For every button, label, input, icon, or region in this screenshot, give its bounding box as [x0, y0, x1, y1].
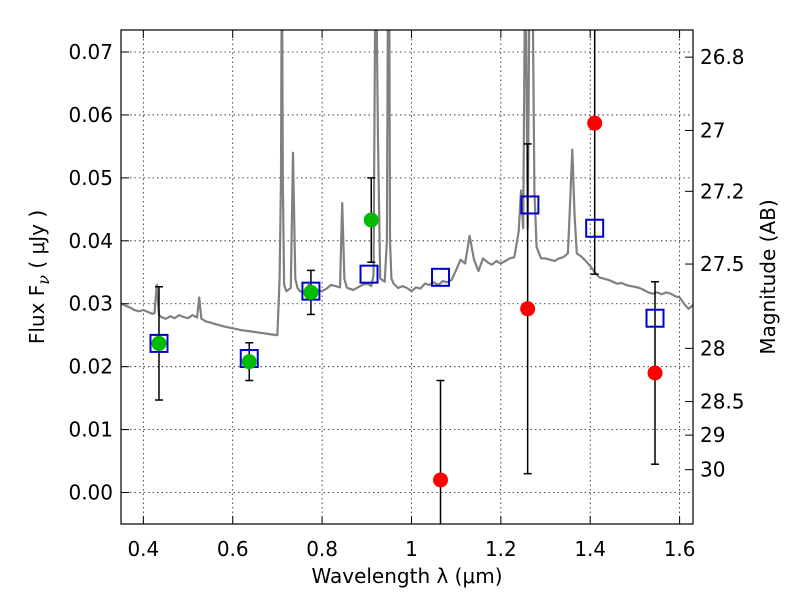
- y-axis-label-sub: ν: [34, 275, 53, 285]
- y-tick-label: 0.02: [68, 355, 113, 379]
- green-circle-marker: [241, 354, 257, 370]
- y-axis-label: Flux Fν ( μJy ): [25, 210, 53, 344]
- error-bars: [154, 30, 660, 524]
- green-circle-marker: [303, 284, 319, 300]
- x-tick-label: 1: [405, 537, 418, 561]
- blue-square-marker: [431, 267, 451, 287]
- blue-square-marker: [645, 308, 665, 328]
- green-circle-marker: [151, 335, 167, 351]
- right-tick-label: 29: [700, 423, 725, 447]
- spectrum-layer: [121, 30, 693, 337]
- blue-square-marker: [149, 333, 169, 353]
- red-circle-marker: [587, 115, 603, 131]
- green-circle-marker: [363, 212, 379, 228]
- x-tick-label: 0.8: [306, 537, 338, 561]
- right-tick-label: 28: [700, 336, 725, 360]
- x-tick-label: 1.4: [574, 537, 606, 561]
- y-axis-label-unit: ( μJy ): [25, 210, 49, 275]
- right-tick-label: 27: [700, 118, 725, 142]
- plot-frame: [120, 29, 694, 525]
- y-tick-label: 0.01: [68, 418, 113, 442]
- x-axis-label: Wavelength λ (μm): [311, 564, 502, 588]
- model-spectrum-line: [121, 30, 693, 337]
- y-tick-label: 0.00: [68, 481, 113, 505]
- y-tick-label: 0.06: [68, 103, 113, 127]
- x-tick-label: 1.6: [664, 537, 696, 561]
- x-tick-label: 1.2: [485, 537, 517, 561]
- data-markers: [149, 115, 665, 488]
- red-circle-marker: [647, 365, 663, 381]
- red-circle-marker: [433, 472, 449, 488]
- y-axis-label-main: Flux F: [25, 285, 49, 344]
- y-tick-label: 0.07: [68, 40, 113, 64]
- y-tick-label: 0.05: [68, 166, 113, 190]
- x-tick-label: 0.6: [217, 537, 249, 561]
- right-tick-label: 27.5: [700, 252, 745, 276]
- axis-ticks: 0.4 0.6 0.8 1 1.2 1.4 1.6 0.00 0.01 0.02 0.03 0.04 0…: [68, 30, 745, 561]
- y-tick-label: 0.03: [68, 292, 113, 316]
- right-tick-label: 28.5: [700, 390, 745, 414]
- gridlines: [121, 30, 693, 524]
- right-tick-label: 27.2: [700, 179, 745, 203]
- blue-square-marker: [585, 218, 605, 238]
- x-tick-label: 0.4: [127, 537, 159, 561]
- blue-square-marker: [520, 195, 540, 215]
- red-circle-marker: [520, 301, 536, 317]
- blue-square-marker: [359, 264, 379, 284]
- y-tick-label: 0.04: [68, 229, 113, 253]
- right-tick-label: 26.8: [700, 45, 745, 69]
- right-tick-label: 30: [700, 458, 725, 482]
- right-axis-label: Magnitude (AB): [756, 199, 780, 354]
